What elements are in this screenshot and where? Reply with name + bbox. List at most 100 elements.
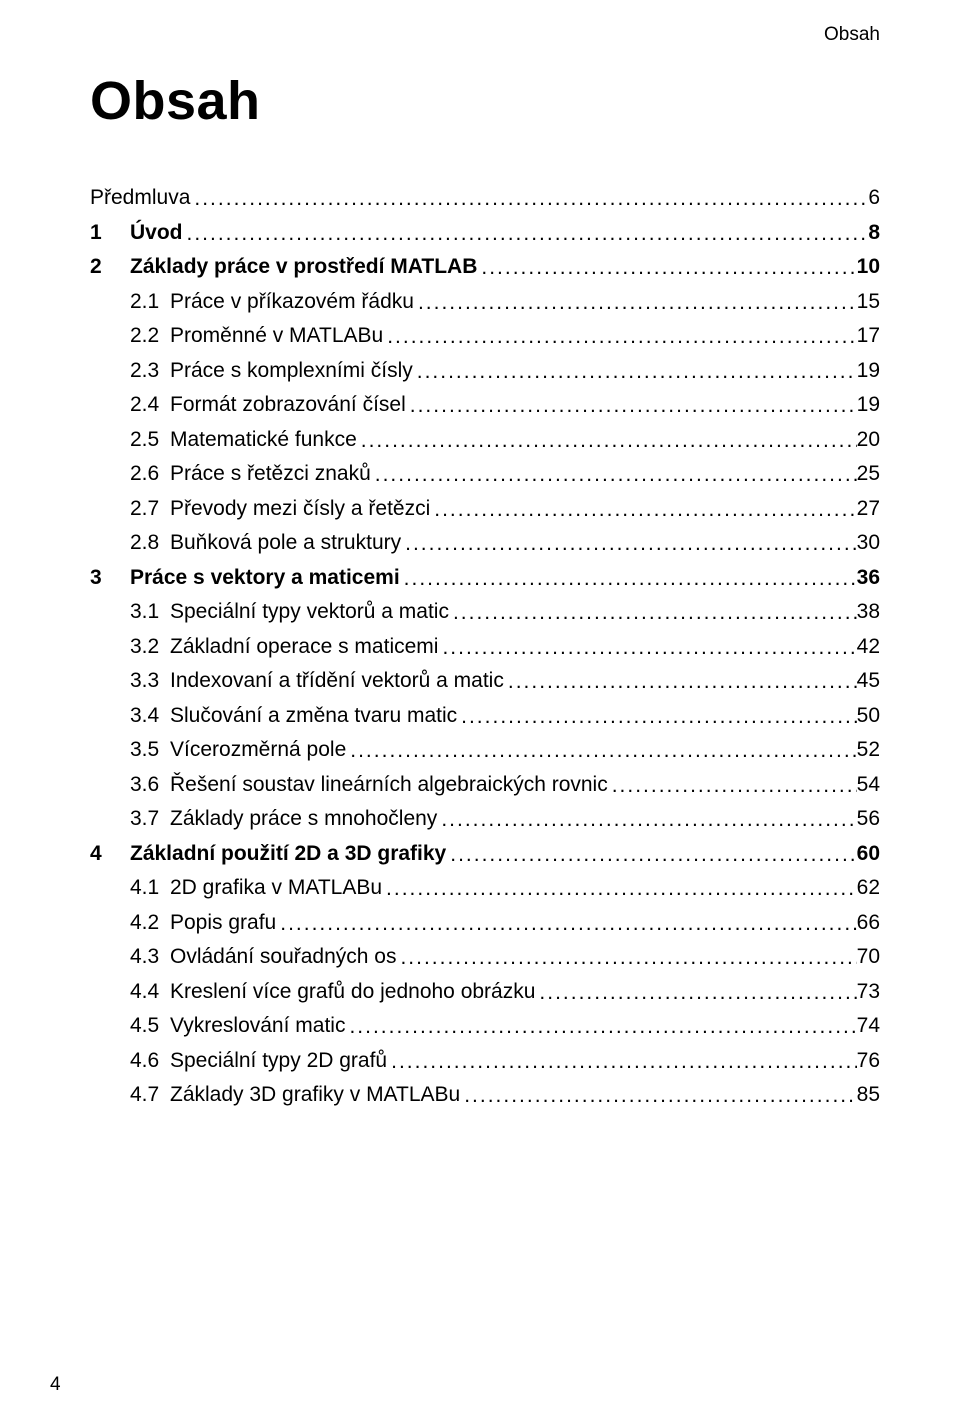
toc-leader-dots: ........................................… xyxy=(183,223,869,244)
toc-entry-number: 4.1 xyxy=(130,877,170,898)
toc-entry-label: Základy práce s mnohočleny xyxy=(170,808,437,829)
toc-entry-page: 45 xyxy=(857,670,880,691)
toc-entry-number: 4.4 xyxy=(130,981,170,1002)
toc-entry-label: Formát zobrazování čísel xyxy=(170,394,406,415)
toc-leader-dots: ........................................… xyxy=(460,1085,856,1106)
toc-entry-label: Práce s řetězci znaků xyxy=(170,463,371,484)
toc-entry-page: 76 xyxy=(857,1050,880,1071)
toc-entry-number: 1 xyxy=(90,222,130,243)
toc-entry: 2.2Proměnné v MATLABu...................… xyxy=(90,325,880,346)
toc-leader-dots: ........................................… xyxy=(406,395,857,416)
toc-entry-label: Popis grafu xyxy=(170,912,276,933)
toc-entry-page: 27 xyxy=(857,498,880,519)
toc-entry-page: 6 xyxy=(868,187,880,208)
toc-leader-dots: ........................................… xyxy=(437,809,856,830)
toc-entry: 4.2Popis grafu..........................… xyxy=(90,912,880,933)
toc-leader-dots: ........................................… xyxy=(276,913,856,934)
toc-entry-page: 73 xyxy=(857,981,880,1002)
toc-entry: 4.12D grafika v MATLABu.................… xyxy=(90,877,880,898)
toc-entry-page: 20 xyxy=(857,429,880,450)
toc-entry: 2.8Buňková pole a struktury.............… xyxy=(90,532,880,553)
toc-entry: 2.1Práce v příkazovém řádku.............… xyxy=(90,291,880,312)
toc-leader-dots: ........................................… xyxy=(345,1016,856,1037)
toc-entry-page: 56 xyxy=(857,808,880,829)
toc-entry-page: 10 xyxy=(857,256,880,277)
toc-leader-dots: ........................................… xyxy=(438,637,856,658)
toc-leader-dots: ........................................… xyxy=(457,706,857,727)
toc-entry-label: Předmluva xyxy=(90,187,190,208)
toc-entry-number: 2.2 xyxy=(130,325,170,346)
toc-entry-label: Převody mezi čísly a řetězci xyxy=(170,498,430,519)
toc-leader-dots: ........................................… xyxy=(396,947,856,968)
page-number: 4 xyxy=(50,1374,61,1396)
toc-entry-number: 3.4 xyxy=(130,705,170,726)
toc-entry-label: Základní použití 2D a 3D grafiky xyxy=(130,843,446,864)
toc-leader-dots: ........................................… xyxy=(387,1051,857,1072)
toc-entry-label: Indexovaní a třídění vektorů a matic xyxy=(170,670,504,691)
toc-entry: 2Základy práce v prostředí MATLAB.......… xyxy=(90,256,880,277)
toc-entry-number: 2.7 xyxy=(130,498,170,519)
toc-entry: 3.1Speciální typy vektorů a matic.......… xyxy=(90,601,880,622)
toc-entry-label: Práce s komplexními čísly xyxy=(170,360,413,381)
toc-entry: 2.5Matematické funkce...................… xyxy=(90,429,880,450)
toc-entry-page: 52 xyxy=(857,739,880,760)
toc-leader-dots: ........................................… xyxy=(608,775,857,796)
toc-entry: 3.7Základy práce s mnohočleny...........… xyxy=(90,808,880,829)
toc-entry-label: Úvod xyxy=(130,222,183,243)
toc-entry-number: 3 xyxy=(90,567,130,588)
toc-entry: 2.6Práce s řetězci znaků................… xyxy=(90,463,880,484)
toc-entry-page: 50 xyxy=(857,705,880,726)
toc-entry-number: 2.3 xyxy=(130,360,170,381)
toc-entry: 4.3Ovládání souřadných os...............… xyxy=(90,946,880,967)
toc-entry-page: 70 xyxy=(857,946,880,967)
toc-entry-label: Kreslení více grafů do jednoho obrázku xyxy=(170,981,535,1002)
toc-entry-page: 54 xyxy=(857,774,880,795)
toc-entry-number: 2.6 xyxy=(130,463,170,484)
toc-leader-dots: ........................................… xyxy=(190,188,868,209)
toc-entry-page: 60 xyxy=(857,843,880,864)
toc-entry-number: 3.5 xyxy=(130,739,170,760)
page-title: Obsah xyxy=(90,70,880,132)
toc-entry-number: 2.1 xyxy=(130,291,170,312)
toc-entry: 3.5Vícerozměrná pole....................… xyxy=(90,739,880,760)
toc-entry-label: Proměnné v MATLABu xyxy=(170,325,383,346)
toc-entry-number: 3.3 xyxy=(130,670,170,691)
toc-leader-dots: ........................................… xyxy=(535,982,856,1003)
toc-leader-dots: ........................................… xyxy=(446,844,856,865)
toc-entry: 2.4Formát zobrazování čísel.............… xyxy=(90,394,880,415)
toc-leader-dots: ........................................… xyxy=(449,602,857,623)
toc-entry-number: 4.3 xyxy=(130,946,170,967)
toc-entry-page: 19 xyxy=(857,394,880,415)
toc-leader-dots: ........................................… xyxy=(504,671,857,692)
toc-entry-page: 19 xyxy=(857,360,880,381)
toc-entry-label: Speciální typy vektorů a matic xyxy=(170,601,449,622)
toc-entry-number: 3.6 xyxy=(130,774,170,795)
toc-entry-page: 62 xyxy=(857,877,880,898)
toc-entry-label: Ovládání souřadných os xyxy=(170,946,396,967)
toc-entry-label: Práce v příkazovém řádku xyxy=(170,291,414,312)
toc-leader-dots: ........................................… xyxy=(382,878,857,899)
toc-leader-dots: ........................................… xyxy=(400,568,857,589)
toc-entry: 3Práce s vektory a maticemi.............… xyxy=(90,567,880,588)
toc-leader-dots: ........................................… xyxy=(413,361,857,382)
toc-leader-dots: ........................................… xyxy=(346,740,856,761)
toc-entry-label: Řešení soustav lineárních algebraických … xyxy=(170,774,608,795)
toc-entry-label: Speciální typy 2D grafů xyxy=(170,1050,387,1071)
toc-entry-label: Základní operace s maticemi xyxy=(170,636,438,657)
toc-entry-page: 74 xyxy=(857,1015,880,1036)
toc-entry: 4.7Základy 3D grafiky v MATLABu.........… xyxy=(90,1084,880,1105)
toc-entry: 4Základní použití 2D a 3D grafiky.......… xyxy=(90,843,880,864)
toc-leader-dots: ........................................… xyxy=(477,257,856,278)
toc-entry-page: 8 xyxy=(868,222,880,243)
toc-entry-number: 4.7 xyxy=(130,1084,170,1105)
toc-entry: 4.6Speciální typy 2D grafů..............… xyxy=(90,1050,880,1071)
toc-entry-number: 4 xyxy=(90,843,130,864)
toc-entry: 3.2Základní operace s maticemi..........… xyxy=(90,636,880,657)
toc-entry-number: 2 xyxy=(90,256,130,277)
toc-entry-number: 2.5 xyxy=(130,429,170,450)
toc-entry-label: Práce s vektory a maticemi xyxy=(130,567,400,588)
toc-leader-dots: ........................................… xyxy=(357,430,857,451)
toc-entry-page: 66 xyxy=(857,912,880,933)
toc-entry-number: 2.4 xyxy=(130,394,170,415)
table-of-contents: Předmluva...............................… xyxy=(90,187,880,1105)
